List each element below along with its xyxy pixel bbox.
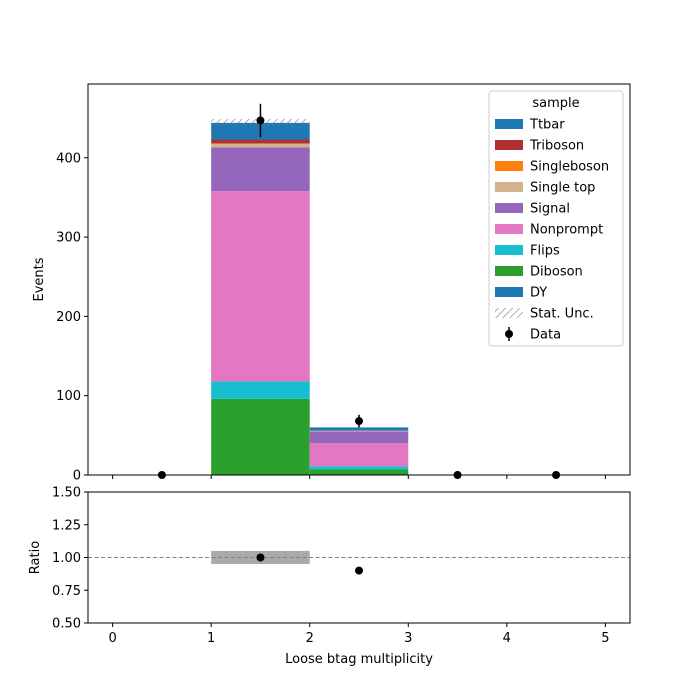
legend-swatch-nonprompt (495, 224, 523, 234)
legend-swatch-signal (495, 203, 523, 213)
main-panel: 0 100 200 300 400 Events (32, 83, 631, 484)
y-axis-label: Events (32, 257, 47, 301)
y-tick-label: 300 (56, 231, 81, 246)
x-axis-label: Loose btag multiplicity (285, 652, 433, 667)
x-tick-label: 4 (503, 631, 511, 646)
x-tick-label: 1 (207, 631, 215, 646)
legend-swatch-dy (495, 287, 523, 297)
legend-frame (488, 90, 624, 347)
legend: sample Ttbar Triboson Singleboson Single top… (488, 90, 624, 347)
x-tick-label: 5 (601, 631, 609, 646)
x-tick-label: 0 (108, 631, 116, 646)
main-axes-frame (87, 83, 631, 476)
bar-signal (211, 147, 310, 192)
bar-signal (309, 431, 409, 444)
x-tick-label: 3 (404, 631, 412, 646)
bar-flips (211, 381, 310, 399)
legend-swatch-triboson (495, 140, 523, 150)
legend-swatch-diboson (495, 266, 523, 276)
legend-swatch-ttbar (495, 119, 523, 129)
y-tick-label: 400 (56, 151, 81, 166)
legend-label-signal: Signal (530, 202, 570, 217)
ratio-y-axis-label: Ratio (28, 541, 43, 574)
legend-label-diboson: Diboson (530, 265, 583, 280)
legend-marker-data (505, 330, 513, 338)
ratio-point (355, 566, 363, 575)
legend-swatch-single-top (495, 182, 523, 192)
legend-label-singleboson: Singleboson (530, 160, 609, 175)
data-point (256, 116, 265, 125)
y-tick-label: 0 (73, 469, 81, 484)
legend-swatch-flips (495, 245, 523, 255)
bar-nonprompt (211, 191, 310, 382)
ratio-panel: 0.50 0.75 1.00 1.25 1.50 0 1 2 3 4 5 Ratio Loose bta… (28, 486, 631, 667)
legend-label-dy: DY (530, 286, 547, 301)
ratio-y-tick-label: 0.75 (52, 584, 81, 599)
legend-title: sample (532, 96, 579, 111)
legend-label-nonprompt: Nonprompt (530, 223, 603, 238)
legend-label-ttbar: Ttbar (529, 118, 565, 133)
bar-diboson (211, 398, 310, 475)
legend-label-flips: Flips (530, 244, 560, 259)
bar-single-top (211, 143, 310, 148)
y-tick-label: 200 (56, 310, 81, 325)
ratio-y-tick-label: 1.25 (52, 518, 81, 533)
legend-label-stat-unc: Stat. Unc. (530, 307, 594, 322)
ratio-y-tick-label: 0.50 (52, 617, 81, 632)
bar-single-top (309, 430, 409, 432)
ratio-y-tick-label: 1.50 (52, 486, 81, 501)
legend-label-triboson: Triboson (529, 139, 584, 154)
y-tick-label: 100 (56, 389, 81, 404)
bar-triboson (211, 139, 310, 144)
legend-swatch-stat-unc (495, 308, 523, 318)
x-tick-label: 2 (306, 631, 314, 646)
legend-swatch-singleboson (495, 161, 523, 171)
bar-flips (309, 466, 409, 470)
legend-label-data: Data (530, 328, 561, 343)
bar-nonprompt (309, 443, 409, 467)
legend-label-single-top: Single top (530, 181, 595, 196)
ratio-y-tick-label: 1.00 (52, 551, 81, 566)
bar-diboson (309, 469, 409, 475)
bar-ttbar (309, 427, 409, 431)
ratio-point (256, 553, 265, 562)
data-point (355, 417, 363, 426)
